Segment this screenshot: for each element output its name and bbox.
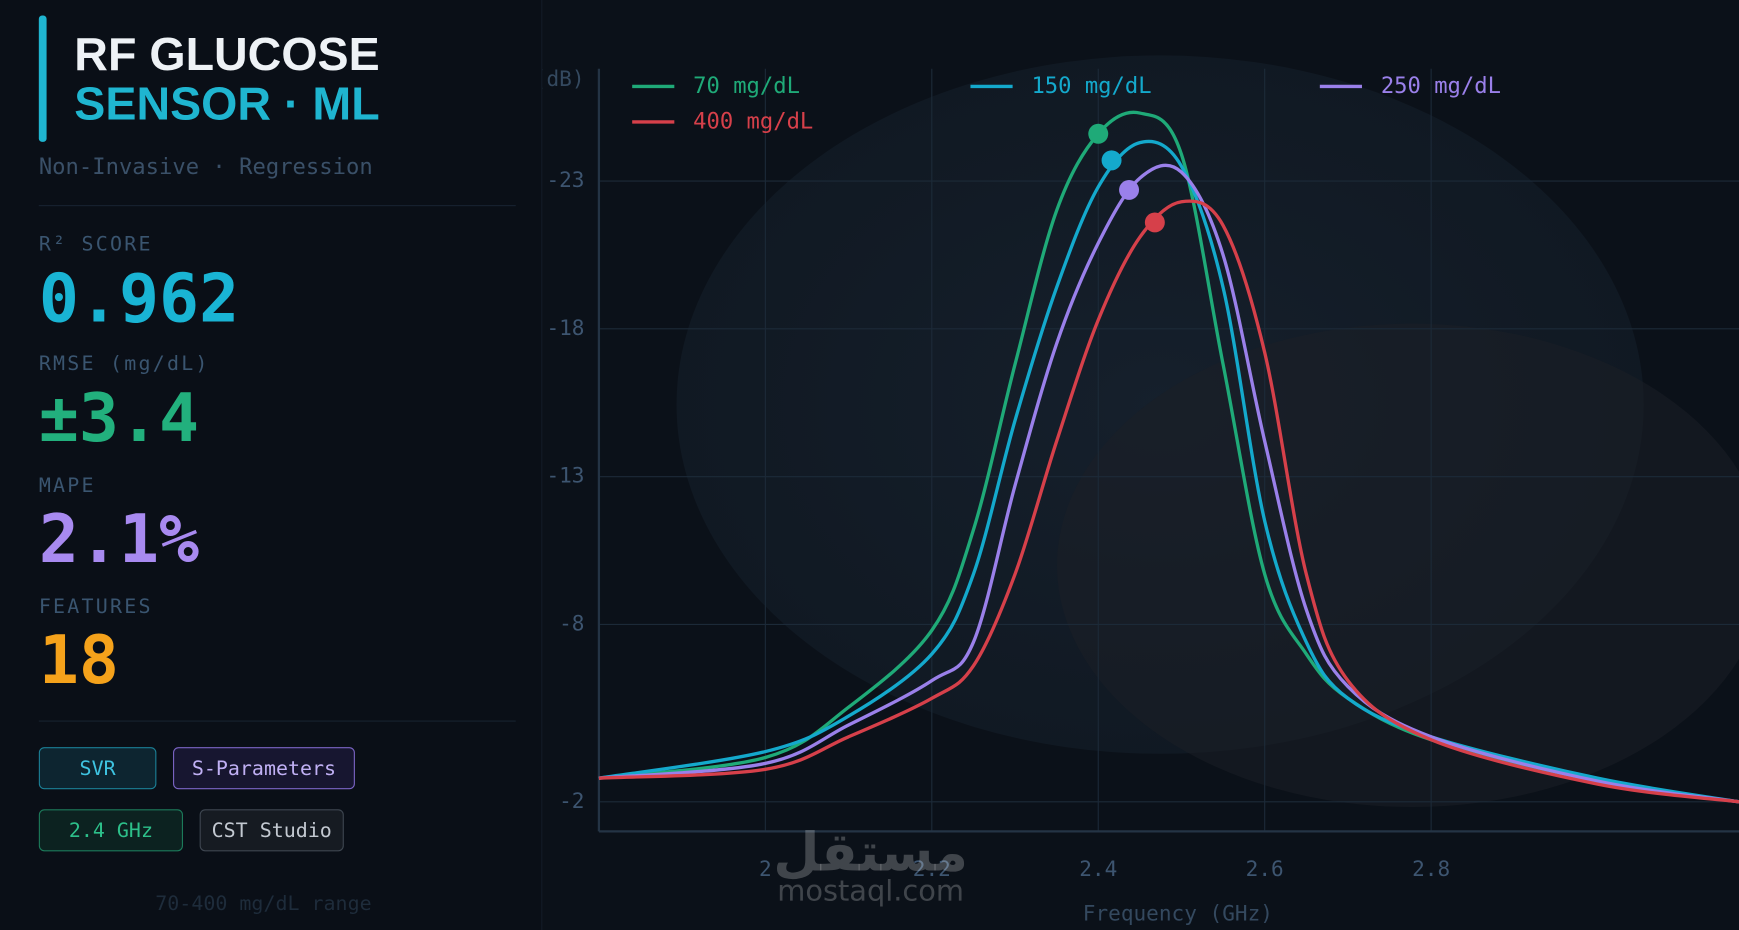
x-tick-label: 2.4 (1079, 856, 1117, 881)
title: RF GLUCOSE (74, 27, 380, 80)
x-tick-label: 2.8 (1412, 856, 1450, 881)
x-tick-label: 2.2 (913, 856, 951, 881)
tag: SVR (38, 747, 157, 790)
peak-marker (1144, 212, 1165, 233)
subtitle: Non-Invasive · Regression (38, 152, 373, 180)
metric-label: FEATURES (38, 595, 153, 619)
watermark: mostaql.com (777, 873, 964, 907)
legend-label: 400 mg/dL (693, 108, 813, 134)
sidebar: RF GLUCOSE SENSOR · ML Non-Invasive · Re… (0, 0, 543, 930)
y-tick-label: -8 (559, 610, 584, 635)
tag: S-Parameters (173, 747, 355, 790)
x-axis-title: Frequency (GHz) (1083, 901, 1273, 926)
metric-value: ±3.4 (38, 380, 200, 458)
divider (38, 205, 516, 207)
legend-label: 250 mg/dL (1381, 73, 1501, 99)
title: SENSOR · ML (74, 77, 380, 130)
y-tick-label: -2 (559, 788, 584, 813)
chart: -23 -18 -13 -8 -2 2 2.2 2.4 2.6 2.8 S11(dB) Frequen… (541, 55, 1739, 926)
metric-value: 0.962 (38, 260, 240, 339)
metric-label: MAPE (38, 474, 96, 498)
y-tick-label: -13 (546, 463, 584, 488)
metric-label: R² SCORE (38, 232, 153, 257)
accent-bar (38, 15, 47, 142)
peak-marker (1101, 150, 1122, 171)
legend-label: 70 mg/dL (693, 73, 800, 99)
bg-glow (1057, 323, 1739, 807)
tag: 2.4 GHz (38, 809, 184, 852)
metric-label: RMSE (mg/dL) (38, 352, 210, 376)
legend-label: 150 mg/dL (1031, 73, 1151, 99)
series-line (598, 139, 1739, 804)
y-axis-title: S11(dB) (541, 66, 584, 91)
metric-value: 18 (38, 621, 119, 700)
footer: 70-400 mg/dL range (155, 892, 372, 916)
tag: CST Studio (199, 809, 344, 852)
x-tick-label: 2 (759, 856, 772, 881)
x-tick-label: 2.6 (1246, 856, 1284, 881)
y-tick-label: -23 (546, 167, 584, 192)
peak-marker (1119, 179, 1140, 200)
peak-marker (1088, 123, 1109, 144)
metric-value: 2.1% (38, 501, 200, 579)
y-tick-label: -18 (546, 315, 584, 340)
watermark: مستقل (773, 821, 968, 883)
divider (38, 720, 516, 722)
